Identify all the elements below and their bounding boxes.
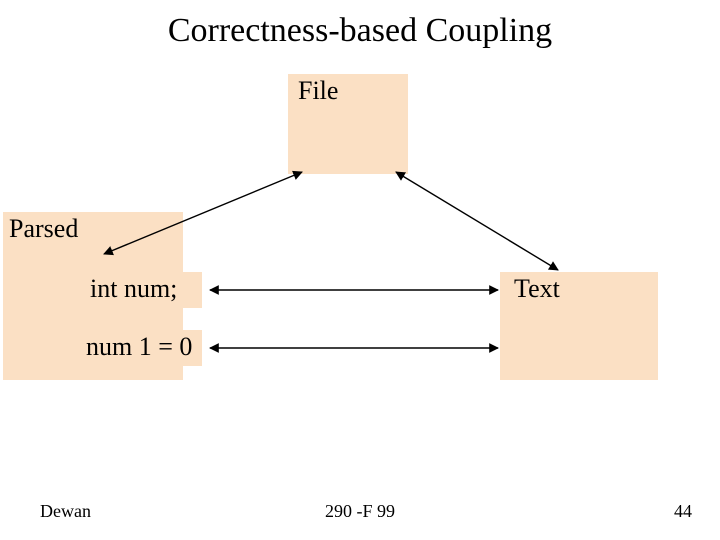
footer-course: 290 -F 99 (0, 501, 720, 522)
label-text: Text (514, 274, 560, 304)
label-int-num: int num; (90, 274, 177, 304)
label-parsed: Parsed (9, 214, 78, 244)
label-file: File (298, 76, 338, 106)
slide-title: Correctness-based Coupling (0, 12, 720, 50)
label-num1-eq-0: num 1 = 0 (86, 332, 192, 362)
footer-page-number: 44 (674, 501, 692, 522)
